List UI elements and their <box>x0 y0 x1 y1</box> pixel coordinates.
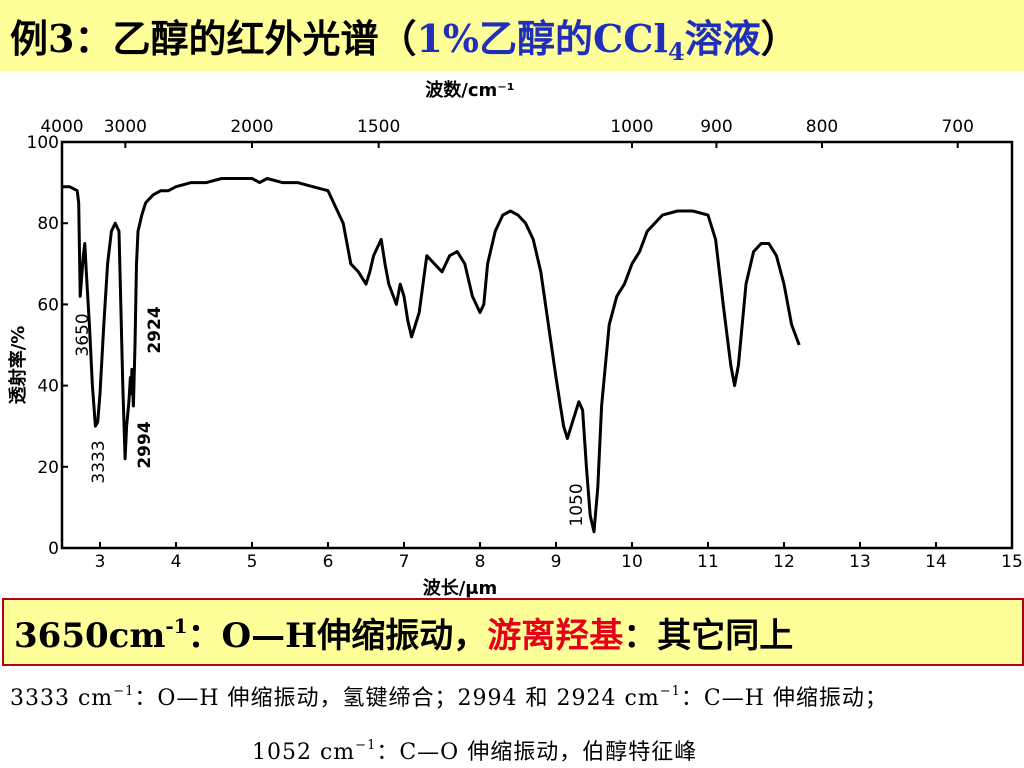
top-tick-label: 1500 <box>357 117 400 137</box>
caption-2-exp: −1 <box>355 738 377 753</box>
top-tick-label: 700 <box>941 117 973 137</box>
x-axis-label: 波长/μm <box>423 577 498 599</box>
peak-annotation: 1050 <box>567 483 587 526</box>
caption-1-exp2: −1 <box>659 684 681 699</box>
plot-frame <box>60 140 1014 550</box>
x-tick-label: 10 <box>621 552 643 572</box>
caption-1b: ：O—H 伸缩振动，氢键缔合；2994 和 2924 cm <box>134 686 660 711</box>
x-tick-label: 3 <box>95 552 106 572</box>
note-part1: ：O—H伸缩振动， <box>187 616 488 656</box>
note-box: 3650cm-1：O—H伸缩振动，游离羟基：其它同上 <box>2 598 1024 666</box>
top-tick-label: 2000 <box>230 117 273 137</box>
y-tick-label: 100 <box>27 133 59 153</box>
note-number: 3650cm <box>14 616 166 656</box>
caption-line-2: 1052 cm−1：C—O 伸缩振动，伯醇特征峰 <box>252 734 697 766</box>
x-tick-label: 9 <box>551 552 562 572</box>
top-tick-label: 3000 <box>104 117 147 137</box>
peak-annotation: 2924 <box>145 306 165 353</box>
spectrum-line <box>62 177 801 534</box>
x-tick-label: 6 <box>323 552 334 572</box>
caption-1-exp1: −1 <box>113 684 135 699</box>
x-tick-label: 14 <box>925 552 947 572</box>
title-highlight-text: 1%乙醇的CCl <box>416 16 668 61</box>
title-suffix: ） <box>760 16 799 61</box>
note-red: 游离羟基 <box>487 616 624 656</box>
caption-1c: ：C—H 伸缩振动； <box>680 686 888 711</box>
x-tick-label: 13 <box>849 552 871 572</box>
x-tick-label: 5 <box>247 552 258 572</box>
title-bar: 例3：乙醇的红外光谱（1%乙醇的CCl4溶液） <box>0 0 1024 71</box>
x-tick-label: 8 <box>475 552 486 572</box>
y-axis-label: 透射率/% <box>7 326 29 405</box>
caption-line-1: 3333 cm−1：O—H 伸缩振动，氢键缔合；2994 和 2924 cm−1… <box>10 680 888 712</box>
peak-annotation: 3333 <box>89 440 109 483</box>
peak-annotation: 3650 <box>73 313 93 356</box>
note-exp: -1 <box>165 614 188 638</box>
caption-2b: ：C—O 伸缩振动，伯醇特征峰 <box>376 740 698 765</box>
peak-annotation: 2994 <box>135 421 155 468</box>
slide-title: 例3：乙醇的红外光谱（1%乙醇的CCl4溶液） <box>10 8 799 66</box>
y-tick-label: 80 <box>37 214 59 234</box>
note-part2: ：其它同上 <box>623 616 794 656</box>
title-prefix: 例3：乙醇的红外光谱（ <box>10 16 417 61</box>
caption-1a: 3333 cm <box>10 686 114 711</box>
y-tick-label: 20 <box>37 458 59 478</box>
top-tick-label: 1000 <box>610 117 653 137</box>
x-tick-label: 11 <box>697 552 719 572</box>
title-subscript: 4 <box>667 37 685 66</box>
y-tick-label: 40 <box>37 377 59 397</box>
title-suffix-blue: 溶液 <box>684 16 761 61</box>
x-tick-label: 4 <box>171 552 182 572</box>
x-tick-label: 12 <box>773 552 795 572</box>
top-tick-label: 800 <box>806 117 838 137</box>
top-axis-label: 波数/cm⁻¹ <box>425 79 514 101</box>
caption-2a: 1052 cm <box>252 740 356 765</box>
y-tick-label: 0 <box>48 539 59 559</box>
x-tick-label: 15 <box>1001 552 1023 572</box>
x-tick-label: 7 <box>399 552 410 572</box>
y-tick-label: 60 <box>37 295 59 315</box>
title-highlight: 1%乙醇的CCl4溶液 <box>416 16 761 66</box>
note-text: 3650cm-1：O—H伸缩振动，游离羟基：其它同上 <box>14 608 793 657</box>
top-tick-label: 900 <box>700 117 732 137</box>
top-tick-label: 4000 <box>40 117 83 137</box>
